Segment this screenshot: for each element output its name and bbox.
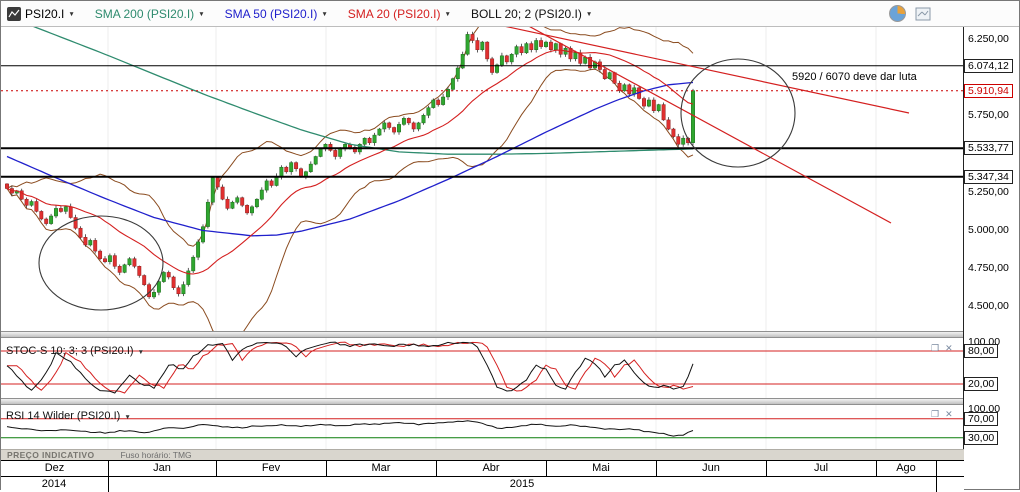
close-panel-icon[interactable]: ✕ [945, 343, 953, 353]
month-tick [876, 461, 877, 476]
stoch-levels [1, 350, 963, 385]
year-row: 2014 2015 [1, 476, 964, 492]
chart-type-icon [7, 6, 21, 21]
chevron-down-icon: ▼ [444, 11, 451, 18]
month-row: Dez Jan Fev Mar Abr Mai Jun Jul Ago [1, 461, 964, 476]
stoch-axis-label: 80,00 [964, 344, 999, 358]
month-label: Mar [371, 462, 391, 474]
drawn-circles [38, 58, 796, 311]
stoch-lines [6, 341, 694, 394]
year-label: 2014 [41, 478, 67, 490]
month-tick [436, 461, 437, 476]
price-axis-tick: 4.500,00 [968, 300, 1009, 312]
price-axis-tick: 6.250,00 [968, 33, 1009, 45]
price-label-box: 5.910,94 [964, 83, 1013, 98]
price-label-box: 5.347,34 [964, 169, 1013, 184]
maximize-panel-icon[interactable]: ❐ [931, 409, 940, 419]
maximize-panel-icon[interactable]: ❐ [931, 343, 940, 353]
chevron-down-icon: ▼ [198, 11, 205, 18]
rsi-indicator-label[interactable]: RSI 14 Wilder (PSI20.I) ▼ [6, 410, 131, 422]
indicator-label: SMA 20 (PSI20.I) [347, 6, 441, 21]
rsi-panel-controls: ❐ ✕ [931, 409, 953, 420]
instrument-selector[interactable]: PSI20.I ▼ [7, 6, 75, 21]
chart-annotation: 5920 / 6070 deve dar luta [792, 71, 917, 83]
month-tick [216, 461, 217, 476]
month-tick [656, 461, 657, 476]
month-label: Abr [482, 462, 500, 474]
panel-separator[interactable] [1, 398, 964, 405]
month-label: Mai [592, 462, 610, 474]
price-axis-line [963, 27, 964, 459]
chart-window-icon[interactable] [915, 7, 931, 21]
month-label: Ago [896, 462, 916, 474]
close-panel-icon[interactable]: ✕ [945, 409, 953, 419]
stochastic-chart[interactable] [1, 338, 964, 398]
time-axis[interactable]: Dez Jan Fev Mar Abr Mai Jun Jul Ago 2014 2015 [1, 460, 964, 492]
rsi-levels [1, 418, 963, 439]
month-tick [766, 461, 767, 476]
year-label: 2015 [509, 478, 535, 490]
stoch-axis-label: 20,00 [964, 377, 999, 391]
month-label: Jun [702, 462, 720, 474]
month-tick [326, 461, 327, 476]
stoch-label-text: STOC-S 10; 3; 3 (PSI20.I) [6, 345, 134, 357]
toolbar: PSI20.I ▼ SMA 200 (PSI20.I) ▼ SMA 50 (PS… [1, 1, 1019, 27]
indicator-label: SMA 200 (PSI20.I) [94, 6, 195, 21]
rsi-axis-label: 30,00 [964, 430, 999, 445]
price-axis-tick: 5.250,00 [968, 185, 1009, 198]
year-tick [108, 477, 109, 492]
bollinger-bands [6, 27, 694, 331]
indicator-label: SMA 50 (PSI20.I) [224, 6, 318, 21]
month-gridlines [107, 405, 877, 449]
rsi-line [6, 420, 694, 437]
status-left: PREÇO INDICATIVO [7, 450, 95, 460]
month-label: Jan [153, 462, 171, 474]
month-label: Fev [261, 462, 281, 474]
price-label-box: 5.533,77 [964, 141, 1013, 156]
rsi-chart[interactable] [1, 405, 964, 449]
month-gridlines [107, 338, 877, 398]
pie-clock-icon[interactable] [889, 5, 906, 22]
chevron-down-icon: ▼ [124, 413, 131, 421]
indicator-sma50[interactable]: SMA 50 (PSI20.I) ▼ [225, 7, 328, 21]
indicator-sma200[interactable]: SMA 200 (PSI20.I) ▼ [95, 7, 205, 21]
toolbar-right-icons [889, 5, 931, 22]
trendlines [505, 27, 910, 224]
chevron-down-icon: ▼ [585, 11, 593, 18]
price-axis-tick: 5.000,00 [968, 223, 1009, 236]
chevron-down-icon: ▼ [68, 11, 75, 18]
chevron-down-icon: ▼ [321, 11, 328, 18]
price-axis-tick: 5.750,00 [968, 109, 1009, 122]
year-tick [936, 477, 937, 492]
month-tick [936, 461, 937, 476]
price-label-box: 6.074,12 [964, 58, 1013, 73]
main-price-chart[interactable] [1, 27, 964, 331]
chevron-down-icon: ▼ [137, 348, 145, 356]
indicator-boll[interactable]: BOLL 20; 2 (PSI20.I) ▼ [471, 7, 592, 21]
month-label: Jul [813, 462, 829, 474]
price-axis-tick: 4.750,00 [968, 261, 1009, 274]
indicator-label: BOLL 20; 2 (PSI20.I) [470, 6, 582, 21]
status-timezone: Fuso horário: TMG [120, 450, 192, 460]
instrument-label: PSI20.I [25, 6, 65, 21]
rsi-axis-label: 70,00 [964, 411, 999, 426]
panel-separator[interactable] [1, 331, 964, 338]
indicator-sma20[interactable]: SMA 20 (PSI20.I) ▼ [348, 7, 451, 21]
stoch-indicator-label[interactable]: STOC-S 10; 3; 3 (PSI20.I) ▼ [6, 345, 144, 357]
status-bar: PREÇO INDICATIVO Fuso horário: TMG [1, 449, 964, 460]
month-label: Dez [44, 462, 65, 474]
month-tick [546, 461, 547, 476]
rsi-label-text: RSI 14 Wilder (PSI20.I) [6, 410, 121, 422]
horizontal-price-lines [1, 65, 963, 178]
month-tick [108, 461, 109, 476]
stoch-panel-controls: ❐ ✕ [931, 343, 953, 354]
